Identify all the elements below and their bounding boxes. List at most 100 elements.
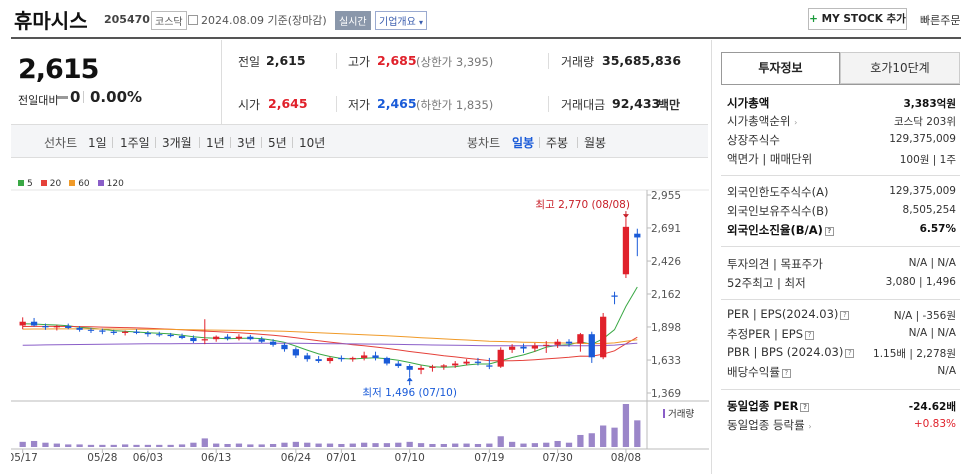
period-tab-10y[interactable]: 10년 bbox=[299, 136, 326, 150]
candle-body bbox=[269, 341, 277, 345]
period-tab-3y[interactable]: 3년 bbox=[237, 136, 256, 150]
help-icon[interactable]: ? bbox=[845, 349, 855, 358]
low-value: 2,465 bbox=[377, 96, 417, 111]
volume-bar bbox=[588, 433, 595, 447]
candle-body bbox=[30, 321, 38, 326]
info-row: 52주최고 | 최저 3,080 | 1,496 bbox=[727, 275, 956, 293]
candle-tab-weekly[interactable]: 주봉 bbox=[546, 136, 569, 150]
info-row: 추정PER | EPS? N/A | N/A bbox=[727, 326, 956, 344]
foreign-rate-label: 외국인소진율(B/A) bbox=[727, 223, 823, 237]
volume-bar bbox=[281, 442, 288, 447]
candle-body bbox=[65, 326, 72, 328]
company-info-button[interactable]: 기업개요 ▾ bbox=[375, 11, 428, 30]
high-label: 고가 bbox=[348, 55, 371, 69]
help-icon[interactable]: ? bbox=[805, 331, 815, 340]
high-arrow-head bbox=[622, 214, 629, 219]
legend-item-ma60: 60 bbox=[69, 179, 90, 189]
info-row: PER | EPS(2024.03)? N/A | -356원 bbox=[727, 307, 956, 325]
current-price: 2,615 bbox=[18, 54, 99, 85]
per-value: N/A | -356원 bbox=[893, 310, 956, 322]
quick-order-button[interactable]: 빠른주문 bbox=[920, 14, 961, 27]
info-row: 외국인한도주식수(A) 129,375,009 bbox=[727, 184, 956, 202]
est-per-value: N/A | N/A bbox=[908, 327, 956, 339]
volume-label: 거래량 bbox=[561, 55, 595, 69]
candle-tab-daily[interactable]: 일봉 bbox=[512, 136, 535, 150]
calendar-icon bbox=[188, 15, 198, 25]
period-tab-1d[interactable]: 1일 bbox=[88, 136, 107, 150]
volume-bar bbox=[235, 443, 243, 447]
candle-body bbox=[247, 336, 254, 340]
realtime-button[interactable]: 실시간 bbox=[335, 11, 371, 30]
tab-orderbook[interactable]: 호가10단계 bbox=[840, 52, 960, 84]
volume-bar bbox=[133, 444, 140, 447]
period-tab-1y[interactable]: 1년 bbox=[206, 136, 225, 150]
volume-bar bbox=[315, 443, 322, 447]
period-divider bbox=[155, 137, 156, 148]
volume-bar bbox=[600, 425, 607, 447]
help-icon[interactable]: ? bbox=[840, 311, 850, 320]
help-icon[interactable]: ? bbox=[781, 369, 791, 378]
volume-bar bbox=[508, 441, 516, 447]
volume-bar bbox=[554, 440, 561, 447]
candle-chart-label: 봉차트 bbox=[467, 136, 501, 150]
legend-item-ma5: 5 bbox=[18, 179, 33, 189]
volume-bar bbox=[121, 444, 129, 447]
period-tab-1w[interactable]: 1주일 bbox=[120, 136, 150, 150]
info-row: 동일업종 PER? -24.62배 bbox=[727, 398, 956, 416]
info-divider bbox=[721, 246, 960, 247]
candle-body bbox=[361, 355, 368, 358]
volume-bar bbox=[53, 443, 60, 447]
candle-body bbox=[588, 334, 595, 358]
volume-bar bbox=[634, 420, 641, 447]
candle-body bbox=[19, 321, 26, 326]
candle-body bbox=[156, 334, 163, 336]
date-info: 2024.08.09 기준(장마감) bbox=[188, 12, 327, 28]
opinion-label: 투자의견 | 목표주가 bbox=[727, 257, 823, 271]
market-badge: 코스닥 bbox=[151, 11, 187, 30]
tab-investment-info[interactable]: 투자정보 bbox=[721, 52, 840, 84]
period-divider bbox=[230, 137, 231, 148]
volume-bar bbox=[452, 443, 459, 447]
volume-bar bbox=[565, 442, 573, 447]
candle-body bbox=[213, 336, 220, 340]
legend-swatch bbox=[40, 180, 47, 186]
add-mystock-button[interactable]: + MY STOCK 추가 bbox=[808, 8, 907, 30]
candle-body bbox=[304, 355, 311, 360]
low-arrow-head bbox=[406, 377, 413, 382]
info-row: 외국인보유주식수(B) 8,505,254 bbox=[727, 203, 956, 221]
candle-tab-monthly[interactable]: 월봉 bbox=[584, 136, 607, 150]
volume-bar bbox=[372, 443, 379, 447]
candle-body bbox=[486, 365, 493, 367]
chevron-right-icon[interactable]: › bbox=[794, 118, 798, 127]
period-divider bbox=[292, 137, 293, 148]
candle-body bbox=[611, 295, 618, 297]
volume-bar bbox=[87, 444, 95, 447]
sector-change-label: 동일업종 등락률 bbox=[727, 418, 805, 432]
candle-body bbox=[463, 361, 470, 364]
period-divider bbox=[261, 137, 262, 148]
candle-body bbox=[76, 327, 83, 330]
volume-bar bbox=[395, 442, 402, 447]
chevron-right-icon[interactable]: › bbox=[808, 422, 812, 431]
legend-item-ma120: 120 bbox=[97, 179, 124, 189]
x-tick-label: 06/13 bbox=[201, 452, 231, 464]
period-tab-5y[interactable]: 5년 bbox=[268, 136, 287, 150]
candle-body bbox=[543, 344, 550, 346]
period-tab-3m[interactable]: 3개월 bbox=[162, 136, 192, 150]
volume-bar bbox=[440, 443, 447, 447]
per-label: PER | EPS(2024.03) bbox=[727, 307, 839, 321]
info-divider bbox=[721, 175, 960, 176]
change-label: 전일대비 bbox=[18, 94, 59, 107]
help-icon[interactable]: ? bbox=[824, 227, 834, 236]
candle-body bbox=[235, 336, 243, 339]
volume-bar bbox=[417, 443, 425, 447]
price-chart[interactable]: 2,955 2,691 2,426 2,162 1,898 1,633 1,369 05/17… bbox=[11, 160, 709, 474]
volume-bar bbox=[42, 442, 49, 447]
prev-close-value: 2,615 bbox=[266, 53, 306, 68]
candle-body bbox=[42, 326, 49, 328]
volume-bar bbox=[622, 404, 630, 447]
help-icon[interactable]: ? bbox=[800, 403, 810, 412]
shares-value: 129,375,009 bbox=[889, 133, 956, 145]
volume-bar bbox=[429, 443, 436, 447]
candle-body bbox=[326, 357, 334, 362]
